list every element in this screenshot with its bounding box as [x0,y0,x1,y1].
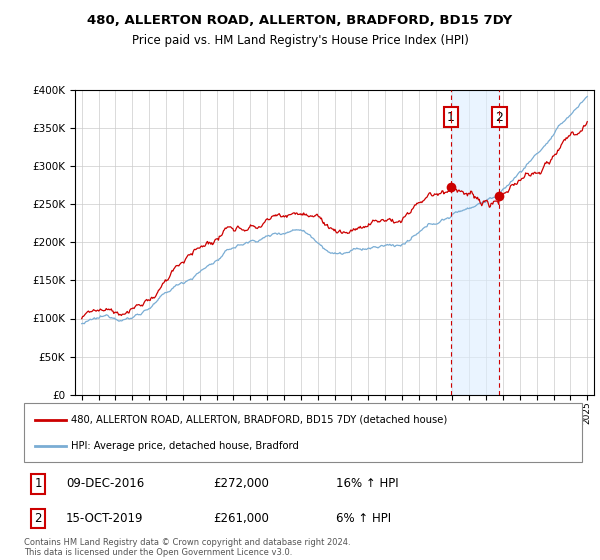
Text: Price paid vs. HM Land Registry's House Price Index (HPI): Price paid vs. HM Land Registry's House … [131,34,469,46]
Text: 1: 1 [447,110,455,124]
Text: 15-OCT-2019: 15-OCT-2019 [66,512,143,525]
Text: HPI: Average price, detached house, Bradford: HPI: Average price, detached house, Brad… [71,441,299,451]
Text: 2: 2 [496,110,503,124]
Text: 6% ↑ HPI: 6% ↑ HPI [337,512,392,525]
Text: 09-DEC-2016: 09-DEC-2016 [66,477,144,490]
Text: 16% ↑ HPI: 16% ↑ HPI [337,477,399,490]
Text: Contains HM Land Registry data © Crown copyright and database right 2024.
This d: Contains HM Land Registry data © Crown c… [24,538,350,557]
Text: £272,000: £272,000 [214,477,269,490]
Text: £261,000: £261,000 [214,512,269,525]
Text: 1: 1 [34,477,42,490]
Text: 480, ALLERTON ROAD, ALLERTON, BRADFORD, BD15 7DY (detached house): 480, ALLERTON ROAD, ALLERTON, BRADFORD, … [71,414,448,424]
Bar [451,90,499,395]
Text: 2: 2 [34,512,42,525]
Text: 480, ALLERTON ROAD, ALLERTON, BRADFORD, BD15 7DY: 480, ALLERTON ROAD, ALLERTON, BRADFORD, … [88,14,512,27]
